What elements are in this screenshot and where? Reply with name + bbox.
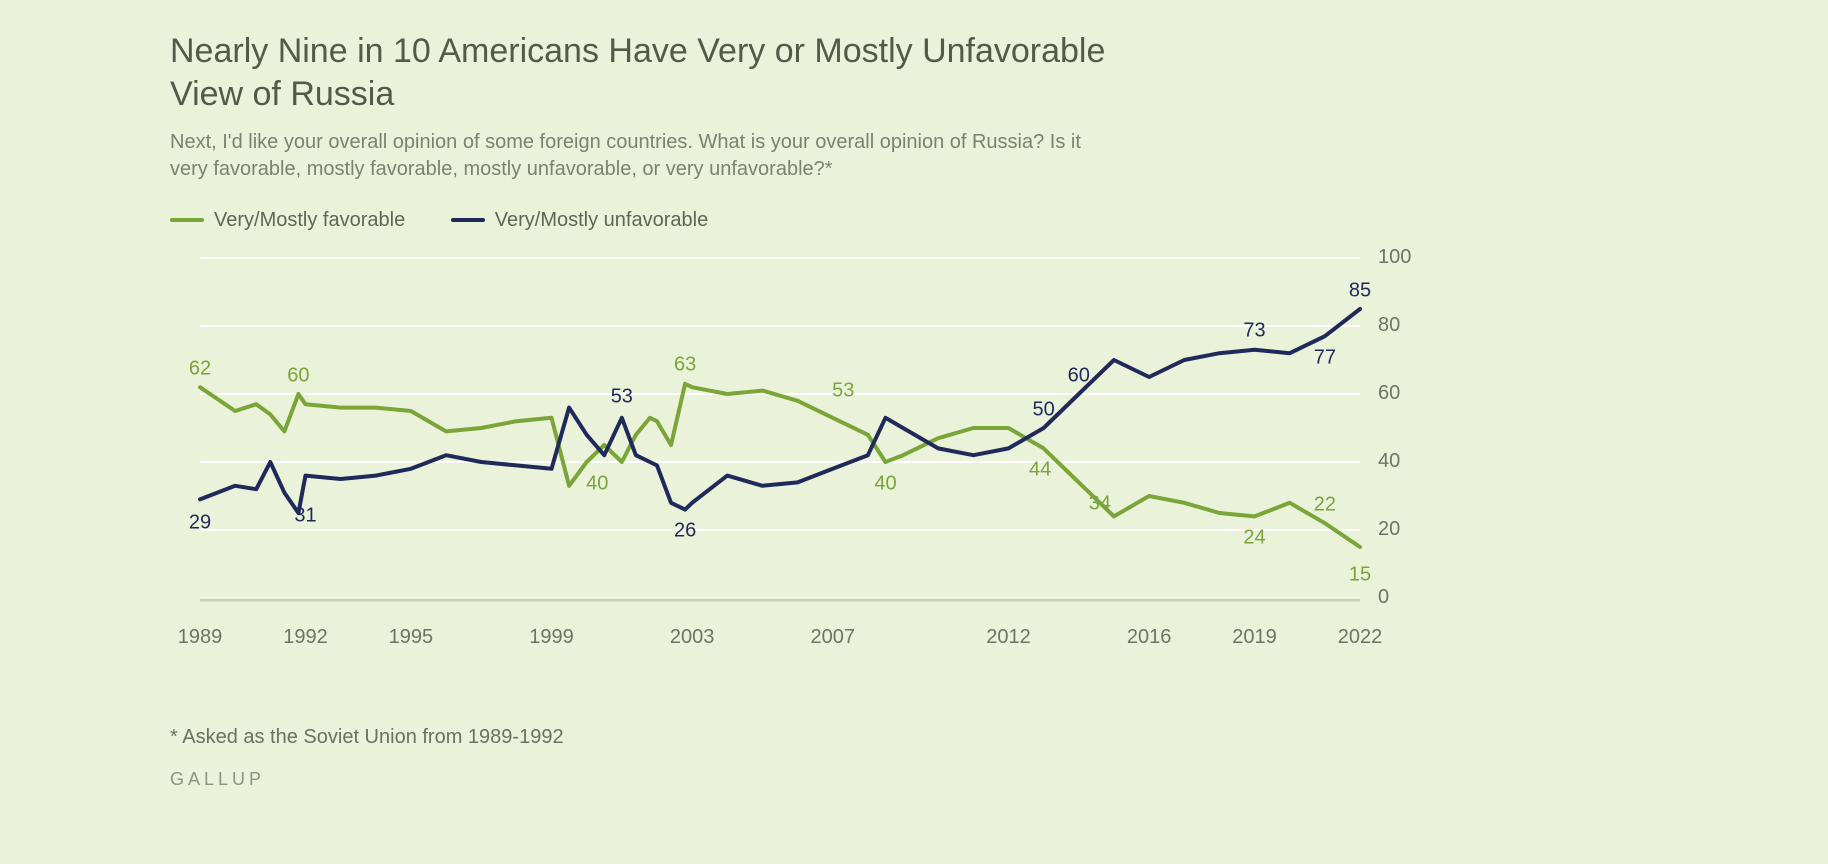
legend-label-favorable: Very/Mostly favorable (214, 209, 405, 232)
data-label: 34 (1089, 492, 1111, 515)
legend-item-favorable: Very/Mostly favorable (170, 209, 405, 232)
data-label: 24 (1243, 526, 1265, 549)
x-axis-tick: 2012 (986, 626, 1031, 649)
y-axis-tick: 20 (1378, 518, 1438, 541)
data-label: 22 (1314, 493, 1336, 516)
legend-swatch-unfavorable (451, 218, 485, 222)
data-label: 40 (586, 472, 608, 495)
y-axis-tick: 0 (1378, 586, 1438, 609)
brand-label: GALLUP (170, 769, 1650, 790)
data-label: 60 (287, 364, 309, 387)
data-label: 15 (1349, 563, 1371, 586)
data-label: 50 (1033, 398, 1055, 421)
y-axis-tick: 60 (1378, 382, 1438, 405)
data-label: 85 (1349, 279, 1371, 302)
x-axis-tick: 2003 (670, 626, 715, 649)
x-axis-tick: 1989 (178, 626, 223, 649)
data-label: 60 (1068, 364, 1090, 387)
data-label: 40 (874, 472, 896, 495)
y-axis-tick: 80 (1378, 314, 1438, 337)
x-axis-tick: 1995 (389, 626, 434, 649)
x-axis-tick: 2022 (1338, 626, 1383, 649)
series-favorable (200, 383, 1360, 546)
data-label: 73 (1243, 320, 1265, 343)
chart-subtitle: Next, I'd like your overall opinion of s… (170, 129, 1120, 183)
x-axis-tick: 1999 (529, 626, 574, 649)
chart-footnote: * Asked as the Soviet Union from 1989-19… (170, 726, 1650, 749)
series-unfavorable (200, 309, 1360, 513)
y-axis-tick: 40 (1378, 450, 1438, 473)
data-label: 63 (674, 354, 696, 377)
chart-svg (170, 238, 1450, 658)
chart-plot-area: 0 20 40 60 80 100 1989 1992 1995 1999 2003 2007 2012… (170, 238, 1450, 658)
data-label: 53 (832, 380, 854, 403)
data-label: 29 (189, 511, 211, 534)
y-axis-tick: 100 (1378, 246, 1438, 269)
chart-title: Nearly Nine in 10 Americans Have Very or… (170, 30, 1120, 115)
legend-swatch-favorable (170, 218, 204, 222)
legend-item-unfavorable: Very/Mostly unfavorable (451, 209, 708, 232)
data-label: 44 (1029, 458, 1051, 481)
data-label: 77 (1314, 346, 1336, 369)
x-axis-tick: 2019 (1232, 626, 1277, 649)
x-axis-tick: 2007 (810, 626, 855, 649)
data-label: 26 (674, 520, 696, 543)
x-axis-tick: 2016 (1127, 626, 1172, 649)
chart-legend: Very/Mostly favorable Very/Mostly unfavo… (170, 205, 1650, 232)
chart-panel: Nearly Nine in 10 Americans Have Very or… (170, 30, 1650, 790)
data-label: 53 (611, 386, 633, 409)
legend-label-unfavorable: Very/Mostly unfavorable (495, 209, 708, 232)
data-label: 31 (294, 505, 316, 528)
data-label: 62 (189, 357, 211, 380)
x-axis-tick: 1992 (283, 626, 328, 649)
